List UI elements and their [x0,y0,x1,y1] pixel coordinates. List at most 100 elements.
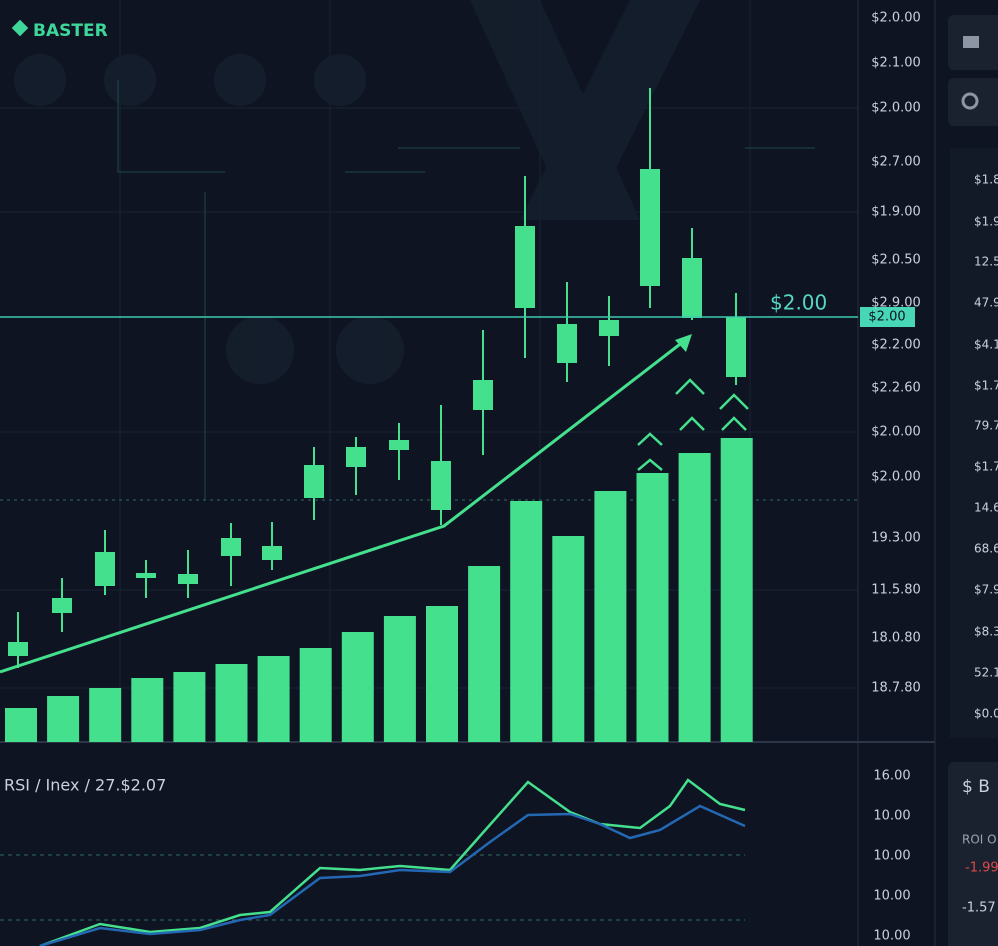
price-label: 18.0.80 [871,631,921,646]
sidebar-button[interactable] [948,78,998,126]
price-tag-bg [860,307,915,327]
sidebar-value: $1.8 [974,173,998,187]
volume-bar [636,473,669,742]
panel-subtitle: ROI O [962,833,997,847]
sidebar-value: 14.6 [974,501,998,515]
rsi-label: 10.00 [873,889,910,904]
icon [961,92,979,110]
volume-bar [257,656,290,742]
volume-bar [383,616,416,742]
rsi-line [39,778,746,946]
price-label: $2.2.60 [871,381,921,396]
volume-bar [552,536,585,742]
sidebar-value: $0.0 [974,707,998,721]
rsi-label: 10.00 [873,809,910,824]
price-label: $2.1.00 [871,56,921,71]
volume-bar [341,632,374,742]
candles [8,88,746,668]
volume-bar [173,672,206,742]
candle-body [473,380,493,410]
price-label: $2.0.00 [871,11,921,26]
candle-body [682,258,702,318]
sidebar-value: $4.1 [974,338,998,352]
candle-body [221,538,241,556]
candle-body [599,320,619,336]
volume-bar [89,688,122,742]
volume-bar [468,566,501,742]
volume-bar [47,696,80,742]
sidebar-value: $1.7 [974,379,998,393]
candle-body [726,317,746,377]
sidebar-value: 12.5 [974,255,998,269]
sidebar-values: $1.8 $1.9 12.5 47.9 $4.1 $1.7 79.7 $1.7 14.6 68.6… [974,173,998,721]
candle-body [389,440,409,450]
panel-value: -1.57 [962,901,996,916]
price-label: 11.5.80 [871,583,921,598]
price-label: $1.9.00 [871,205,921,220]
chevrons [637,378,749,471]
candle-body [95,552,115,586]
sidebar-list [950,148,998,738]
current-price-label: $2.00 [770,291,827,315]
guide-lines [117,80,815,500]
candle-body [136,573,156,578]
candle-body [178,574,198,584]
rsi-label: 10.00 [873,849,910,864]
price-label: $2.0.00 [871,425,921,440]
candle-body [346,447,366,467]
sidebar-value: $1.9 [974,215,998,229]
arrow-head [675,334,692,352]
rsi-label: 16.00 [873,769,910,784]
sidebar-value: 52.1 [974,666,998,680]
candle-body [8,642,28,656]
sidebar-value: 68.6 [974,542,998,556]
volume-bar [678,453,711,742]
sidebar-value: 47.9 [974,296,998,310]
panel-title: $ B [962,777,990,797]
price-tag: $2.00 [868,310,905,325]
rsi-label: 10.00 [873,929,910,944]
icon [963,36,979,48]
sidebar-value: $1.7 [974,460,998,474]
price-label: $2.0.00 [871,470,921,485]
panel-value: -1.99 [965,861,998,876]
sidebar-value: $7.9 [974,583,998,597]
price-label: $2.2.00 [871,338,921,353]
volume-bar [299,648,332,742]
sidebar-value: 79.7 [974,419,998,433]
price-label: 18.7.80 [871,681,921,696]
volume-bar [510,501,543,742]
trend-arrow [0,336,689,674]
sidebar: $ B ROI O -1.99 -1.57 [948,15,998,946]
volume-bar [594,491,627,742]
background-watermark [14,0,700,384]
candle-body [262,546,282,560]
sidebar-value: $8.3 [974,625,998,639]
candle-body [640,169,660,286]
price-axis: $2.0.00 $2.1.00 $2.0.00 $2.7.00 $1.9.00 $2.0.… [871,11,921,696]
candle-body [304,465,324,498]
price-label: $2.0.50 [871,253,921,268]
volume-bar [215,664,248,742]
price-label: $2.9.00 [871,296,921,311]
candle-body [52,598,72,613]
rsi-title: RSI / Inex / 27.$2.07 [4,776,166,795]
volume-bar [426,606,458,742]
candle-body [431,461,451,510]
rsi-signal-line [39,804,746,946]
logo-text: BASTER [33,21,108,41]
volume-bar [5,708,37,742]
rsi-axis: 16.00 10.00 10.00 10.00 10.00 [873,769,910,944]
price-label: $2.7.00 [871,155,921,170]
sidebar-panel [948,762,998,946]
price-label: 19.3.00 [871,531,921,546]
volume-bar [131,678,164,742]
candle-body [515,226,535,308]
price-label: $2.0.00 [871,101,921,116]
volume-bar [720,438,753,742]
logo: BASTER [11,19,108,41]
candle-body [557,324,577,363]
volume-bars [5,438,753,742]
